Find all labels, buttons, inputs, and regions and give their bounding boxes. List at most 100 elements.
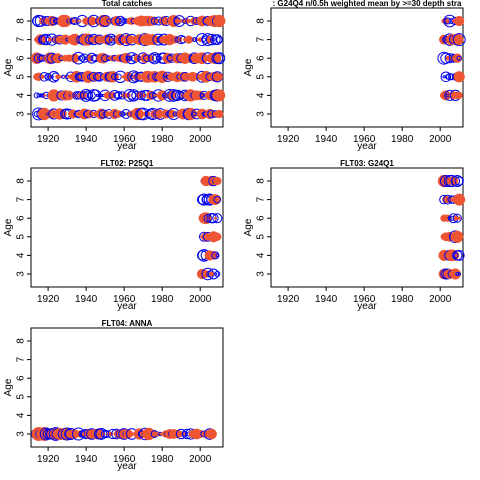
- positive-residual-bubble: [215, 72, 224, 81]
- y-tick-label: 3: [256, 271, 267, 277]
- negative-residual-bubble: [155, 55, 161, 61]
- negative-residual-bubble: [127, 55, 133, 61]
- negative-residual-bubble: [72, 427, 86, 441]
- positive-residual-bubble: [206, 428, 217, 440]
- x-axis-label: year: [117, 141, 137, 152]
- y-tick-label: 7: [16, 356, 27, 362]
- x-tick-label: 2000: [429, 294, 452, 305]
- negative-residual-bubble: [452, 213, 462, 223]
- x-tick-label: 1940: [75, 454, 98, 465]
- y-tick-label: 6: [256, 215, 267, 221]
- positive-residual-bubble: [456, 234, 462, 240]
- negative-residual-bubble: [455, 271, 460, 277]
- positive-residual-bubble: [453, 71, 465, 83]
- positive-residual-bubble: [213, 176, 222, 186]
- x-tick-label: 1940: [75, 294, 98, 305]
- x-tick-label: 1920: [37, 454, 60, 465]
- bubble-series: [437, 174, 466, 280]
- x-tick-label: 1960: [113, 454, 136, 465]
- positive-residual-bubble: [101, 34, 113, 45]
- x-tick-label: 1960: [113, 294, 136, 305]
- x-tick-label: 1920: [277, 294, 300, 305]
- y-tick-label: 4: [256, 252, 267, 258]
- positive-residual-bubble: [79, 19, 82, 23]
- plot-frame: [30, 7, 224, 128]
- y-tick-label: 4: [16, 412, 27, 418]
- positive-residual-bubble: [457, 216, 461, 220]
- positive-residual-bubble: [209, 194, 221, 206]
- positive-residual-bubble: [453, 193, 466, 206]
- negative-residual-bubble: [212, 213, 223, 224]
- negative-residual-bubble: [442, 75, 446, 79]
- plot-frame: [30, 327, 224, 448]
- chart-title: FLT03: G24Q1: [340, 159, 394, 168]
- y-tick-label: 7: [16, 36, 27, 42]
- plot-frame: [270, 167, 464, 288]
- y-tick-label: 5: [256, 74, 267, 80]
- negative-residual-bubble: [215, 253, 220, 258]
- x-tick-label: 1960: [113, 134, 136, 145]
- y-tick-label: 6: [16, 375, 27, 381]
- y-axis-label: Age: [3, 218, 14, 236]
- negative-residual-bubble: [122, 112, 126, 116]
- y-tick-label: 3: [16, 431, 27, 437]
- negative-residual-bubble: [454, 176, 464, 186]
- y-tick-label: 6: [256, 55, 267, 61]
- y-tick-label: 8: [16, 178, 27, 184]
- negative-residual-bubble: [444, 17, 452, 25]
- positive-residual-bubble: [56, 108, 67, 120]
- y-tick-label: 7: [256, 36, 267, 42]
- y-tick-label: 3: [16, 111, 27, 117]
- negative-residual-bubble: [208, 213, 219, 224]
- negative-residual-bubble: [136, 90, 147, 101]
- positive-residual-bubble: [47, 37, 53, 42]
- negative-residual-bubble: [38, 93, 43, 98]
- y-tick-label: 5: [16, 74, 27, 80]
- negative-residual-bubble: [213, 195, 222, 204]
- x-tick-label: 2000: [189, 134, 212, 145]
- chart-panel-5: FLT04: ANNA 1920 1940 1960 1980 2000 3 4 5 6 7 8 yea…: [3, 319, 224, 472]
- y-tick-label: 4: [16, 92, 27, 98]
- y-tick-label: 7: [256, 196, 267, 202]
- positive-residual-bubble: [447, 249, 460, 262]
- chart-title: Total catches: [102, 0, 153, 8]
- negative-residual-bubble: [451, 175, 464, 187]
- y-tick-label: 6: [16, 55, 27, 61]
- x-tick-label: 1940: [315, 294, 338, 305]
- y-tick-label: 7: [16, 196, 27, 202]
- x-tick-label: 1920: [37, 134, 60, 145]
- plot-frame: [270, 7, 464, 128]
- y-tick-label: 8: [256, 178, 267, 184]
- x-axis-label: year: [357, 141, 377, 152]
- negative-residual-bubble: [201, 33, 215, 47]
- positive-residual-bubble: [213, 232, 222, 241]
- negative-residual-bubble: [456, 55, 462, 61]
- y-tick-label: 4: [256, 92, 267, 98]
- bubble-series: [30, 14, 226, 121]
- negative-residual-bubble: [192, 111, 197, 117]
- x-tick-label: 1940: [315, 134, 338, 145]
- chart-title: : G24Q4 n/0.5h weighted mean by >=30 dep…: [273, 0, 463, 8]
- chart-panel-4: FLT03: G24Q1 1920 1940 1960 1980 2000 3 4 5 6 7 8 ye…: [243, 159, 466, 312]
- negative-residual-bubble: [452, 33, 466, 47]
- negative-residual-bubble: [97, 93, 102, 98]
- y-tick-label: 6: [16, 215, 27, 221]
- negative-residual-bubble: [208, 268, 219, 280]
- plot-frame: [30, 167, 224, 288]
- negative-residual-bubble: [118, 17, 126, 25]
- y-tick-label: 3: [256, 111, 267, 117]
- x-tick-label: 1920: [37, 294, 60, 305]
- x-tick-label: 2000: [189, 454, 212, 465]
- chart-title: FLT04: ANNA: [102, 319, 153, 328]
- chart-panel-3: FLT02: P25Q1 1920 1940 1960 1980 2000 3 4 5 6 7 8 ye…: [3, 159, 224, 312]
- negative-residual-bubble: [95, 93, 100, 98]
- x-tick-label: 1980: [391, 294, 414, 305]
- positive-residual-bubble: [214, 109, 224, 119]
- x-tick-label: 2000: [189, 294, 212, 305]
- y-tick-label: 5: [256, 234, 267, 240]
- x-tick-label: 1940: [75, 134, 98, 145]
- negative-residual-bubble: [205, 33, 218, 46]
- positive-residual-bubble: [454, 15, 465, 27]
- y-tick-label: 4: [16, 252, 27, 258]
